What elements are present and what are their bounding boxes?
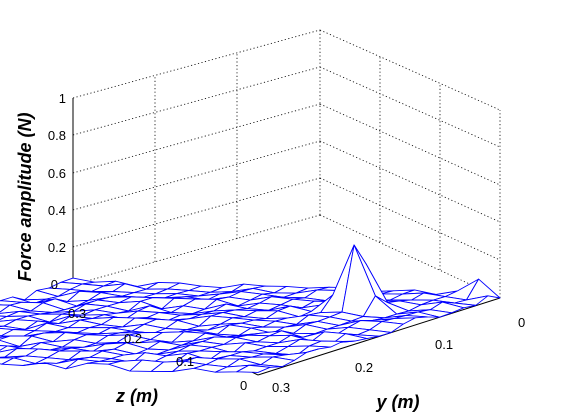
- y-ticks: 0 0.1 0.2 0.3: [272, 315, 525, 395]
- z-tick-label: 0.2: [124, 331, 142, 346]
- left-wall-grid-04: [72, 140, 321, 211]
- y-axis-title: y (m): [375, 392, 419, 412]
- amplitude-tick-label: 0.6: [48, 166, 66, 181]
- top-edge-left: [72, 29, 321, 99]
- z-tick-label: 0.3: [68, 306, 86, 321]
- left-wall-grid-06: [72, 103, 321, 174]
- mesh-cell: [236, 364, 271, 373]
- right-wall-grid-04: [319, 140, 501, 223]
- amplitude-tick-label: 0.4: [48, 203, 66, 218]
- amplitude-tick-label: 0.8: [48, 128, 66, 143]
- y-tick-label: 0.2: [355, 360, 373, 375]
- amplitude-ticks: 0 0.2 0.4 0.6 0.8 1: [48, 91, 66, 292]
- floor-back-right: [319, 214, 501, 299]
- amplitude-tick-label: 0: [51, 277, 58, 292]
- amplitude-tick-label: 1: [59, 91, 66, 106]
- amplitude-tick-label: 0.2: [48, 240, 66, 255]
- right-wall-grid-06: [319, 103, 501, 186]
- grid-lines: [72, 29, 501, 299]
- y-tick-label: 0: [518, 315, 525, 330]
- z-tick-label: 0: [240, 378, 247, 393]
- z-tick-label: 0.1: [176, 354, 194, 369]
- left-wall-grid-08: [72, 66, 321, 136]
- right-wall-grid-02: [319, 177, 501, 261]
- y-tick-label: 0.3: [272, 380, 290, 395]
- z-ticks: 0.3 0.2 0.1 0: [68, 306, 247, 393]
- left-wall-grid-02: [72, 177, 321, 248]
- right-wall-grid-08: [319, 66, 501, 148]
- floor-back-left: [72, 214, 321, 286]
- top-edge-right: [319, 29, 501, 111]
- amplitude-axis-title: Force amplitude (N): [15, 112, 35, 281]
- surface-mesh: [0, 244, 501, 373]
- z-axis-title: z (m): [115, 386, 158, 406]
- y-tick-label: 0.1: [435, 337, 453, 352]
